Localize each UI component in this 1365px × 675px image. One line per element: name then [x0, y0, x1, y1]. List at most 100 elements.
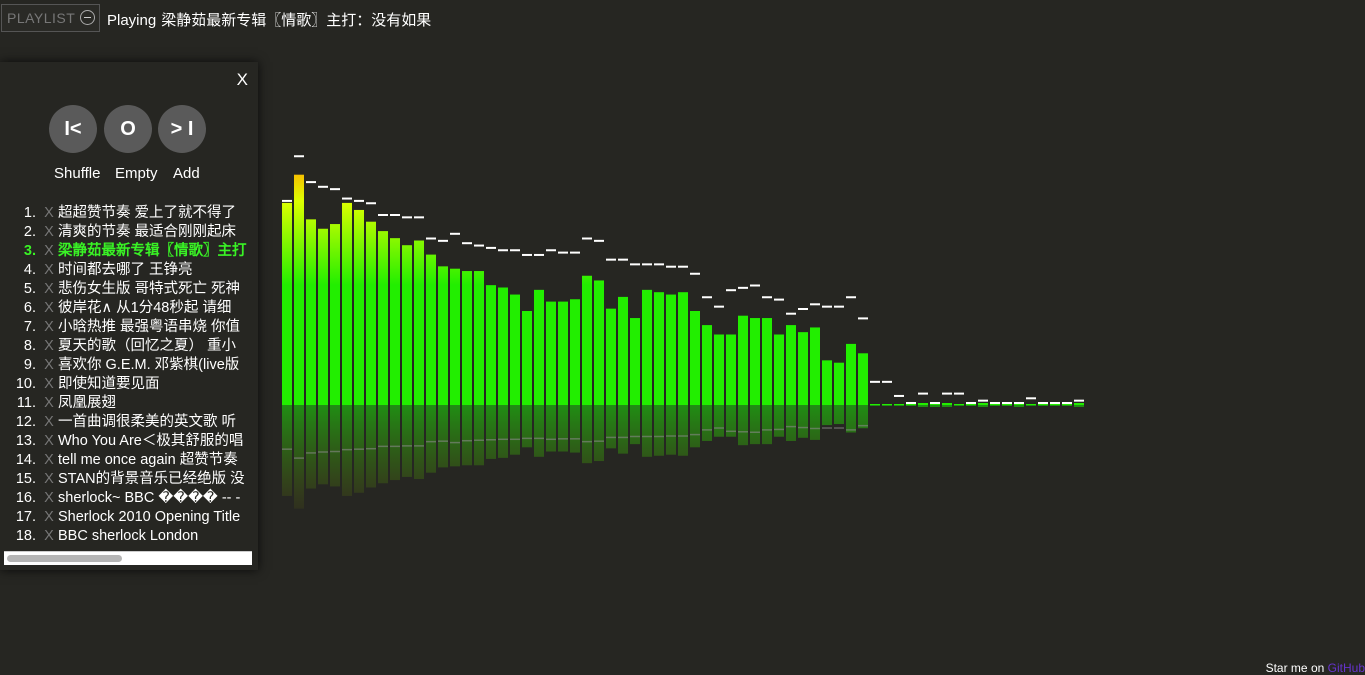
- spectrum-bar-reflection: [594, 405, 604, 462]
- track-number: 10.: [15, 376, 36, 392]
- spectrum-bar-reflection: [786, 405, 796, 441]
- spectrum-peak-cap: [450, 232, 460, 235]
- spectrum-bar-reflection: [774, 405, 784, 437]
- playlist-item[interactable]: 8. X 夏天的歌（回忆之夏） 重小: [0, 337, 252, 356]
- add-button[interactable]: Add: [173, 165, 200, 182]
- remove-track-icon[interactable]: X: [44, 319, 54, 335]
- track-title[interactable]: 彼岸花∧ 从1分48秒起 请细: [58, 300, 232, 316]
- spectrum-peak-cap: [966, 402, 976, 404]
- shuffle-button[interactable]: Shuffle: [54, 165, 101, 182]
- spectrum-peak-cap-reflection: [822, 427, 832, 429]
- playlist-item[interactable]: 9. X 喜欢你 G.E.M. 邓紫棋(live版: [0, 356, 252, 375]
- spectrum-peak-cap-reflection: [726, 430, 736, 433]
- spectrum-peak-cap: [642, 263, 652, 266]
- remove-track-icon[interactable]: X: [44, 376, 54, 392]
- playlist-toggle-label: PLAYLIST: [7, 10, 76, 26]
- remove-track-icon[interactable]: X: [44, 357, 54, 373]
- track-title[interactable]: tell me once again 超赞节奏: [58, 452, 238, 468]
- playlist-item[interactable]: 12. X 一首曲调很柔美的英文歌 听: [0, 413, 252, 432]
- spectrum-bar-reflection: [834, 405, 844, 425]
- spectrum-bar: [1062, 404, 1072, 405]
- track-title[interactable]: 小晗热推 最强粤语串烧 你值: [58, 319, 241, 335]
- remove-track-icon[interactable]: X: [44, 281, 54, 297]
- remove-track-icon[interactable]: X: [44, 433, 54, 449]
- remove-track-icon[interactable]: X: [44, 262, 54, 278]
- remove-track-icon[interactable]: X: [44, 490, 54, 506]
- track-title[interactable]: sherlock~ BBC ���� -- -: [58, 490, 241, 506]
- track-title[interactable]: 夏天的歌（回忆之夏） 重小: [58, 338, 237, 354]
- track-title[interactable]: 清爽的节奏 最适合刚刚起床: [58, 224, 237, 240]
- spectrum-peak-cap: [918, 392, 928, 395]
- spectrum-bar: [486, 285, 496, 405]
- remove-track-icon[interactable]: X: [44, 452, 54, 468]
- spectrum-bar: [990, 404, 1000, 405]
- track-title[interactable]: 喜欢你 G.E.M. 邓紫棋(live版: [58, 357, 240, 373]
- scrollbar-thumb[interactable]: [7, 555, 122, 562]
- close-button[interactable]: X: [236, 70, 248, 89]
- playlist-toggle-button[interactable]: PLAYLIST: [1, 4, 100, 32]
- play-button[interactable]: O: [104, 105, 152, 153]
- remove-track-icon[interactable]: X: [44, 338, 54, 354]
- spectrum-peak-cap-reflection: [690, 433, 700, 436]
- now-playing-title: 梁静茹最新专辑〖情歌〗主打：没有如果: [161, 12, 432, 29]
- playlist-item[interactable]: 4. X 时间都去哪了 王铮亮: [0, 261, 252, 280]
- empty-button[interactable]: Empty: [115, 165, 158, 182]
- spectrum-peak-cap: [426, 237, 436, 240]
- track-title[interactable]: 时间都去哪了 王铮亮: [58, 262, 193, 278]
- playlist-item[interactable]: 15. X STAN的背景音乐已经绝版 没: [0, 470, 252, 489]
- horizontal-scrollbar[interactable]: [4, 551, 252, 565]
- spectrum-bar-reflection: [966, 405, 976, 406]
- previous-button[interactable]: I<: [49, 105, 97, 153]
- spectrum-peak-cap-reflection: [858, 424, 868, 427]
- spectrum-bar-reflection: [990, 405, 1000, 406]
- playlist-item[interactable]: 13. X Who You Are＜极其舒服的唱: [0, 432, 252, 451]
- playlist-item[interactable]: 17. X Sherlock 2010 Opening Title: [0, 508, 252, 527]
- track-title[interactable]: Who You Are＜极其舒服的唱: [58, 433, 244, 449]
- remove-track-icon[interactable]: X: [44, 300, 54, 316]
- spectrum-peak-cap: [378, 214, 388, 216]
- track-title[interactable]: 即使知道要见面: [58, 376, 160, 392]
- track-title[interactable]: 悲伤女生版 哥特式死亡 死神: [58, 281, 241, 297]
- github-link[interactable]: GitHub: [1327, 661, 1365, 675]
- spectrum-bar-reflection: [1050, 405, 1060, 406]
- next-button[interactable]: > I: [158, 105, 206, 153]
- remove-track-icon[interactable]: X: [44, 205, 54, 221]
- remove-track-icon[interactable]: X: [44, 509, 54, 525]
- track-number: 4.: [23, 262, 36, 278]
- spectrum-bar: [294, 174, 304, 405]
- remove-track-icon[interactable]: X: [44, 224, 54, 240]
- playlist-item[interactable]: 18. X BBC sherlock London: [0, 527, 252, 546]
- spectrum-bar-reflection: [942, 405, 952, 407]
- remove-track-icon[interactable]: X: [44, 414, 54, 430]
- spectrum-bar: [510, 294, 520, 405]
- spectrum-bar: [714, 334, 724, 405]
- playlist-item[interactable]: 5. X 悲伤女生版 哥特式死亡 死神: [0, 280, 252, 299]
- track-title[interactable]: 凤凰展翅: [58, 395, 116, 411]
- track-title[interactable]: 梁静茹最新专辑〖情歌〗主打: [58, 243, 247, 259]
- track-title[interactable]: STAN的背景音乐已经绝版 没: [58, 471, 245, 487]
- playlist-item[interactable]: 1. X 超超赞节奏 爱上了就不得了: [0, 204, 252, 223]
- remove-track-icon[interactable]: X: [44, 528, 54, 544]
- spectrum-bar: [342, 202, 352, 405]
- remove-track-icon[interactable]: X: [44, 395, 54, 411]
- spectrum-bar: [810, 327, 820, 405]
- playlist-item[interactable]: 11. X 凤凰展翅: [0, 394, 252, 413]
- spectrum-bar: [546, 301, 556, 405]
- playlist-item[interactable]: 7. X 小晗热推 最强粤语串烧 你值: [0, 318, 252, 337]
- remove-track-icon[interactable]: X: [44, 471, 54, 487]
- spectrum-bar: [438, 266, 448, 405]
- playlist-item[interactable]: 3. X 梁静茹最新专辑〖情歌〗主打: [0, 242, 252, 261]
- track-title[interactable]: 一首曲调很柔美的英文歌 听: [58, 414, 237, 430]
- spectrum-bar-reflection: [738, 405, 748, 446]
- playlist-item[interactable]: 10. X 即使知道要见面: [0, 375, 252, 394]
- playlist-item[interactable]: 6. X 彼岸花∧ 从1分48秒起 请细: [0, 299, 252, 318]
- track-title[interactable]: Sherlock 2010 Opening Title: [58, 509, 241, 525]
- track-title[interactable]: 超超赞节奏 爱上了就不得了: [58, 205, 237, 221]
- playlist-item[interactable]: 2. X 清爽的节奏 最适合刚刚起床: [0, 223, 252, 242]
- spectrum-bar: [522, 311, 532, 405]
- remove-track-icon[interactable]: X: [44, 243, 54, 259]
- spectrum-peak-cap: [798, 308, 808, 310]
- track-title[interactable]: BBC sherlock London: [58, 528, 199, 544]
